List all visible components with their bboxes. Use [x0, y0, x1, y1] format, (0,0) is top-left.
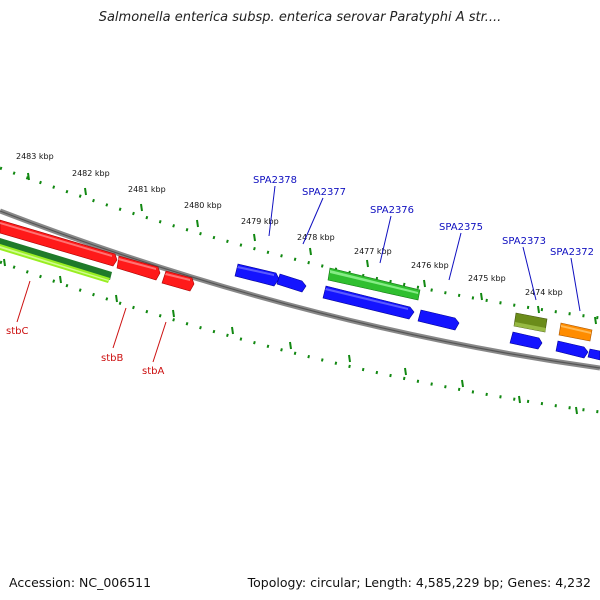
footer-stats: Topology: circular; Length: 4,585,229 bp… [247, 575, 591, 590]
gene-label-stbB: stbB [101, 353, 123, 364]
scale-label-2479: 2479 kbp [241, 217, 279, 226]
gene-SPA2377[interactable] [276, 273, 307, 293]
map-title: Salmonella enterica subsp. enterica sero… [98, 10, 502, 25]
scale-label-2475: 2475 kbp [468, 274, 506, 283]
gene-SPA2372[interactable] [555, 340, 589, 359]
gene-SPA2372-orange [558, 322, 593, 342]
gene-SPA2373-olive [513, 312, 548, 333]
gene-stbC[interactable] [0, 219, 118, 267]
gene-label-SPA2378: SPA2378 [253, 175, 297, 186]
gene-edge-blue[interactable] [587, 348, 600, 361]
gc-bar-left [0, 238, 112, 283]
gene-label-SPA2372: SPA2372 [550, 247, 594, 258]
gene-label-SPA2373: SPA2373 [502, 236, 546, 247]
gene-label-SPA2377: SPA2377 [302, 187, 346, 198]
backbone-inner [0, 210, 600, 369]
gene-SPA2378[interactable] [234, 263, 280, 287]
label-leaders [16, 185, 581, 363]
footer-accession: Accession: NC_006511 [9, 575, 152, 590]
scale-label-2482: 2482 kbp [72, 169, 110, 178]
gene-stbB[interactable] [116, 255, 161, 281]
gene-label-SPA2375: SPA2375 [439, 222, 483, 233]
gene-SPA2375[interactable] [417, 309, 460, 331]
scale-label-2478: 2478 kbp [297, 233, 335, 242]
scale-label-2476: 2476 kbp [411, 261, 449, 270]
gene-SPA2376-green [327, 267, 421, 301]
scale-label-2477: 2477 kbp [354, 247, 392, 256]
gene-label-stbA: stbA [142, 366, 164, 377]
scale-label-2480: 2480 kbp [184, 201, 222, 210]
scale-major-ticks [3, 172, 597, 415]
gene-SPA2373[interactable] [509, 331, 543, 350]
gene-label-stbC: stbC [6, 326, 28, 337]
scale-label-2483: 2483 kbp [16, 152, 54, 161]
gene-SPA2376[interactable] [322, 285, 415, 320]
gene-label-SPA2376: SPA2376 [370, 205, 414, 216]
scale-label-2474: 2474 kbp [525, 288, 563, 297]
scale-label-2481: 2481 kbp [128, 185, 166, 194]
gene-stbA[interactable] [161, 270, 195, 292]
